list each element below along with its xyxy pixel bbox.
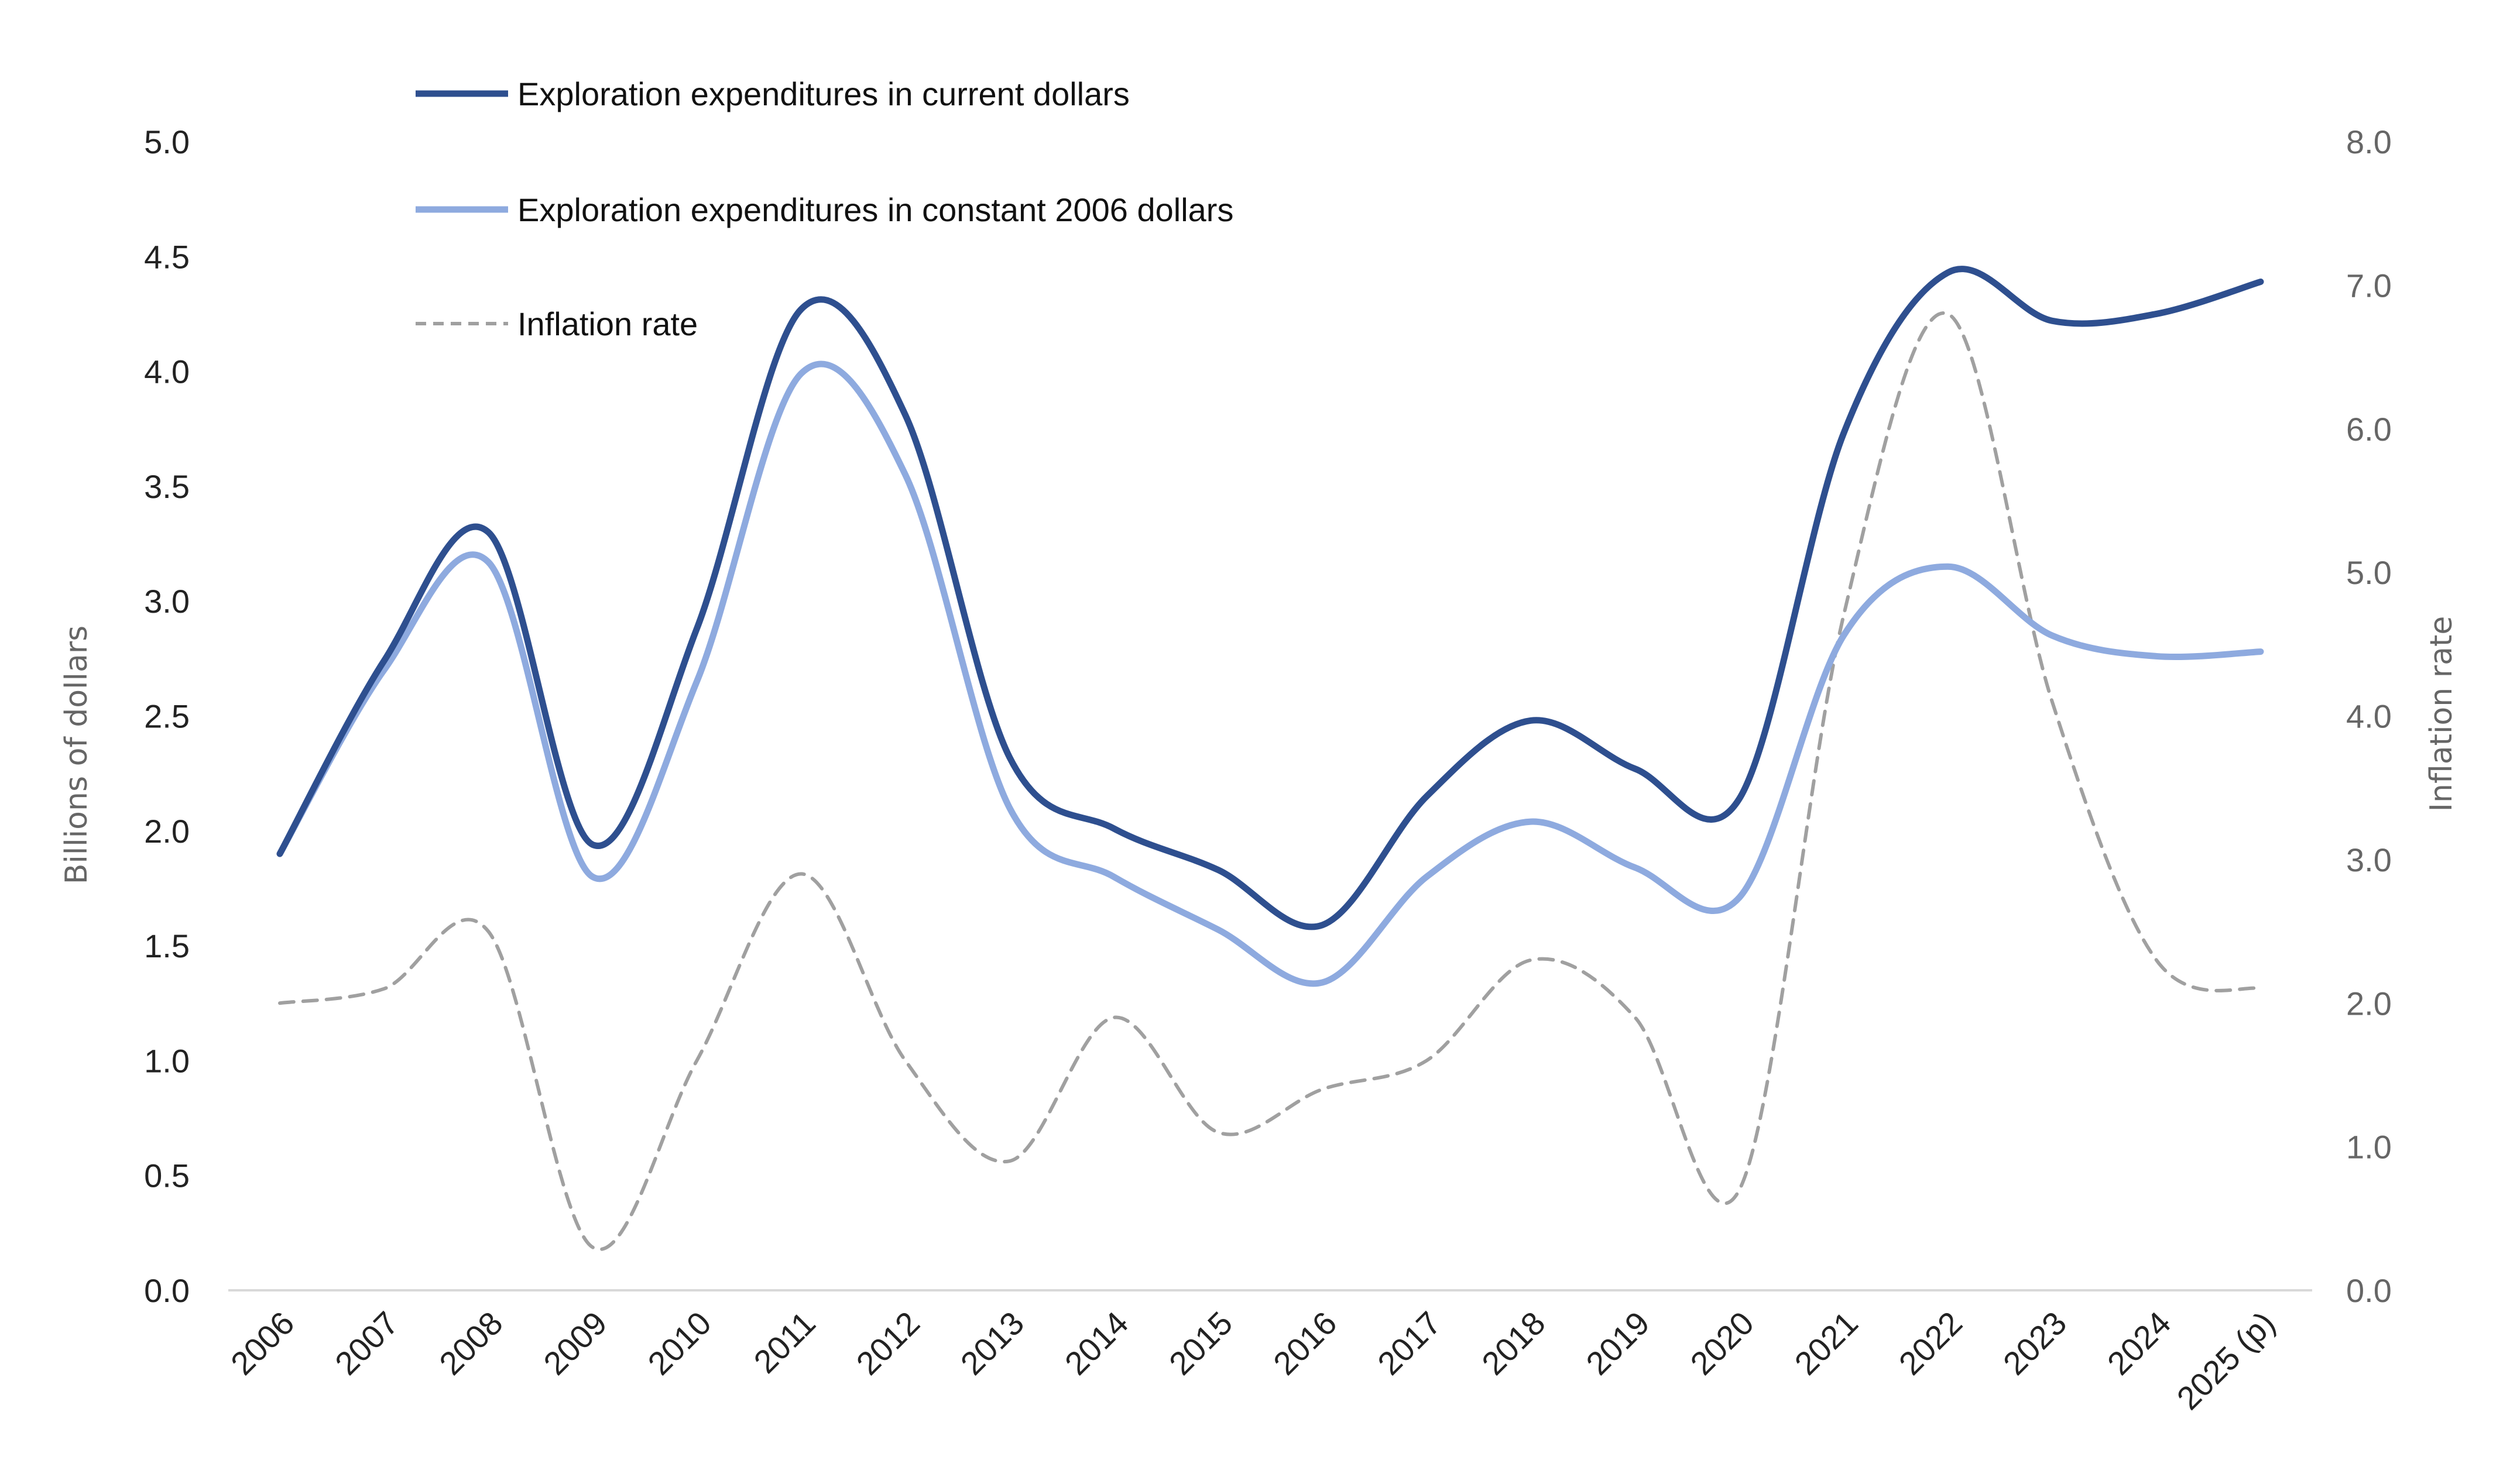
y-axis-title: Billions of dollars — [59, 626, 94, 885]
legend-label: Exploration expenditures in constant 200… — [517, 191, 1233, 228]
x-tick-label: 2022 — [1892, 1304, 1970, 1382]
y-tick-label: 1.0 — [144, 1042, 190, 1079]
x-tick-label: 2007 — [328, 1304, 406, 1382]
y2-tick-label: 2.0 — [2346, 985, 2392, 1022]
x-tick-label: 2015 — [1162, 1304, 1240, 1382]
x-tick-label: 2013 — [954, 1304, 1031, 1382]
y-tick-label: 4.0 — [144, 353, 190, 390]
y2-tick-label: 3.0 — [2346, 841, 2392, 878]
y2-tick-label: 1.0 — [2346, 1129, 2392, 1166]
x-tick-label: 2018 — [1475, 1304, 1552, 1382]
x-tick-label: 2014 — [1058, 1304, 1136, 1382]
y2-tick-label: 5.0 — [2346, 554, 2392, 591]
legend-item: Exploration expenditures in current doll… — [416, 75, 1130, 112]
y2-tick-label: 8.0 — [2346, 123, 2392, 160]
legend-label: Inflation rate — [517, 305, 698, 342]
y-tick-label: 0.0 — [144, 1272, 190, 1309]
y-tick-label: 3.0 — [144, 583, 190, 620]
y-tick-label: 3.5 — [144, 468, 190, 505]
y2-tick-label: 7.0 — [2346, 267, 2392, 304]
y2-tick-label: 6.0 — [2346, 411, 2392, 448]
x-tick-label: 2025 (p) — [2169, 1304, 2282, 1417]
x-tick-label: 2017 — [1370, 1304, 1448, 1382]
y-tick-label: 2.0 — [144, 813, 190, 850]
legend-item: Inflation rate — [416, 305, 698, 342]
x-tick-label: 2008 — [432, 1304, 510, 1382]
y-tick-label: 5.0 — [144, 123, 190, 160]
x-tick-label: 2021 — [1787, 1304, 1865, 1382]
x-tick-label: 2023 — [1996, 1304, 2074, 1382]
x-tick-label: 2024 — [2100, 1304, 2178, 1382]
y-tick-label: 0.5 — [144, 1157, 190, 1194]
x-tick-label: 2019 — [1579, 1304, 1657, 1382]
x-tick-label: 2006 — [224, 1304, 301, 1382]
y2-axis-title: Inflation rate — [2424, 616, 2459, 812]
x-tick-label: 2010 — [640, 1304, 718, 1382]
x-tick-label: 2009 — [536, 1304, 614, 1382]
x-tick-label: 2020 — [1683, 1304, 1761, 1382]
series-line — [278, 311, 2262, 1251]
y-tick-label: 2.5 — [144, 698, 190, 735]
y2-tick-label: 0.0 — [2346, 1272, 2392, 1309]
series-line — [276, 266, 2264, 930]
y-tick-label: 4.5 — [144, 238, 190, 275]
y2-tick-label: 4.0 — [2346, 698, 2392, 735]
series-2 — [278, 311, 2262, 1251]
x-tick-label: 2016 — [1266, 1304, 1344, 1382]
x-tick-label: 2011 — [746, 1304, 822, 1380]
x-tick-label: 2012 — [849, 1304, 927, 1382]
legend-label: Exploration expenditures in current doll… — [517, 75, 1130, 112]
legend-item: Exploration expenditures in constant 200… — [416, 191, 1233, 228]
y-tick-label: 1.5 — [144, 928, 190, 964]
series-line — [276, 360, 2264, 987]
series-1 — [276, 360, 2264, 987]
series-0 — [276, 266, 2264, 930]
